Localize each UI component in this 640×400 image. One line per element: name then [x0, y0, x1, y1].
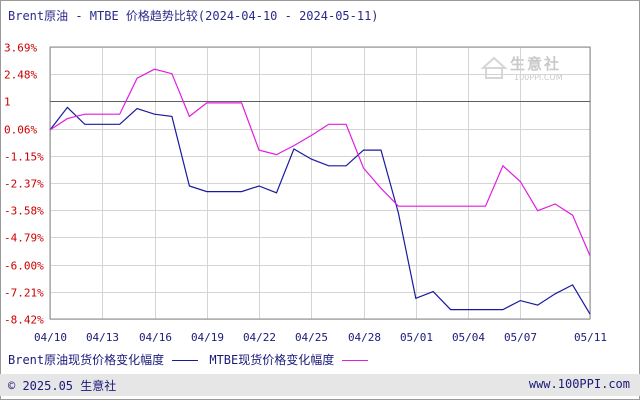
watermark-house-icon	[480, 56, 508, 79]
series-line-mtbe	[49, 68, 591, 256]
plot-area-border	[49, 46, 591, 320]
legend-swatch-brent	[172, 360, 199, 361]
y-tick-label: -1.15%	[4, 151, 44, 164]
x-tick-label: 04/25	[295, 331, 328, 344]
watermark-logo-text: 生意社	[510, 55, 562, 73]
y-tick-label: -3.58%	[4, 205, 44, 218]
x-tick-label: 05/11	[574, 331, 607, 344]
y-tick-label: -6.00%	[4, 260, 44, 273]
watermark-url: 100PPI.COM	[514, 73, 563, 82]
series-line-brent	[49, 106, 591, 315]
x-tick-label: 04/13	[86, 331, 119, 344]
x-tick-label: 04/16	[139, 331, 172, 344]
legend-swatch-mtbe	[342, 360, 369, 361]
y-tick-label: 2.48%	[4, 69, 37, 82]
y-tick-label: -7.21%	[4, 287, 44, 300]
footer-copyright: © 2025.05 生意社	[8, 379, 117, 393]
x-tick-label: 04/28	[348, 331, 381, 344]
footer-bar	[0, 374, 640, 396]
x-tick-label: 04/10	[34, 331, 67, 344]
x-tick-label: 05/07	[504, 331, 537, 344]
legend-label-mtbe: MTBE现货价格变化幅度	[209, 353, 335, 367]
x-tick-label: 04/22	[243, 331, 276, 344]
footer-site-link[interactable]: www.100PPI.com	[528, 377, 630, 391]
legend-label-brent: Brent原油现货价格变化幅度	[8, 353, 165, 367]
y-tick-label: -2.37%	[4, 178, 44, 191]
x-tick-label: 04/19	[191, 331, 224, 344]
chart-legend: Brent原油现货价格变化幅度 MTBE现货价格变化幅度	[8, 351, 372, 368]
chart-title: Brent原油 - MTBE 价格趋势比较(2024-04-10 - 2024-…	[8, 9, 379, 23]
y-tick-label: 0.06%	[4, 124, 37, 137]
y-tick-label: 3.69%	[4, 42, 37, 55]
x-tick-label: 05/01	[400, 331, 433, 344]
y-tick-label: 1	[4, 96, 11, 109]
y-tick-label: -4.79%	[4, 232, 44, 245]
y-tick-label: -8.42%	[4, 314, 44, 327]
x-tick-label: 05/04	[452, 331, 485, 344]
